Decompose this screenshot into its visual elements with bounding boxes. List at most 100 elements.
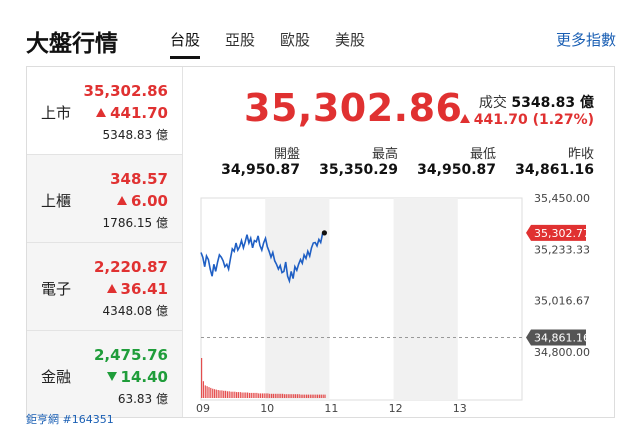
chart-band (265, 198, 330, 400)
volume-bar (283, 394, 286, 398)
volume-bar (204, 385, 206, 398)
last-price-tag: 35,302.77 (526, 224, 590, 241)
volume-bar (274, 393, 276, 398)
y-tick-label: 35,233.33 (534, 243, 590, 256)
tab-europe[interactable]: 歐股 (280, 31, 311, 49)
volume-bar (322, 394, 324, 398)
sidebar-item-otc[interactable]: 上櫃 348.57 6.00 1786.15 億 (27, 155, 182, 243)
volume-bar (291, 394, 293, 398)
stat-prevclose-label: 昨收 (567, 147, 594, 162)
volume-bar (298, 394, 300, 398)
index-value: 2,220.87 (93, 258, 168, 276)
volume-bar (315, 394, 317, 398)
intraday-chart: 35,450.00 35,233.33 35,016.67 34,800.00 09 1… (196, 192, 590, 415)
sidebar-item-electronics[interactable]: 電子 2,220.87 36.41 4348.08 億 (27, 243, 182, 331)
index-sidebar: 上市 35,302.86 441.70 5348.83 億 上櫃 348.57 … (27, 67, 183, 417)
stat-high-label: 最高 (371, 147, 398, 162)
more-indices-link[interactable]: 更多指數 (555, 31, 616, 49)
x-tick-label: 11 (324, 402, 338, 415)
y-tick-label: 35,016.67 (534, 295, 590, 308)
index-value: 35,302.86 (83, 82, 168, 100)
stat-low-label: 最低 (469, 147, 496, 162)
volume-bar (265, 393, 267, 398)
up-arrow-icon (106, 284, 117, 293)
volume-value: 5348.83 億 (511, 95, 594, 111)
price-change: 441.70 (1.27%) (459, 112, 594, 128)
volume-bar (223, 390, 225, 398)
index-change: 441.70 (96, 104, 168, 122)
volume-bar (282, 393, 284, 398)
index-volume: 5348.83 億 (102, 128, 168, 142)
sidebar-item-label: 上市 (41, 104, 72, 122)
volume-bar (294, 394, 297, 398)
volume-bar (302, 394, 304, 398)
volume-bar (250, 392, 252, 398)
stat-open-label: 開盤 (273, 147, 300, 162)
sidebar-item-twse[interactable]: 上市 35,302.86 441.70 5348.83 億 (27, 67, 182, 155)
volume-bar (285, 394, 287, 398)
y-tick-label: 34,800.00 (534, 346, 590, 359)
y-tick-label: 35,450.00 (534, 192, 590, 205)
volume-bar (313, 394, 315, 398)
last-price-label: 35,302.77 (534, 227, 590, 240)
index-value: 2,475.76 (93, 346, 168, 364)
chart-band (393, 198, 458, 400)
volume-bar (219, 390, 221, 398)
volume-bar (215, 389, 217, 398)
volume-bar (252, 392, 254, 398)
volume-bar (210, 387, 212, 398)
sidebar-item-label: 上櫃 (41, 192, 72, 210)
up-arrow-icon (459, 114, 470, 123)
volume-bar (287, 394, 289, 398)
volume-bar (241, 392, 243, 398)
volume-bar (226, 391, 228, 398)
volume-bar (258, 393, 260, 398)
volume-bar (267, 393, 269, 398)
volume-bar (247, 392, 249, 398)
sidebar-item-finance[interactable]: 金融 2,475.76 14.40 63.83 億 (27, 331, 182, 417)
index-change: 36.41 (106, 280, 168, 298)
prev-close-tag: 34,861.16 (526, 329, 590, 346)
volume-bar (201, 358, 203, 398)
volume-label: 成交 (478, 95, 507, 111)
volume-bar (232, 391, 234, 398)
volume-bar (202, 381, 204, 398)
up-arrow-icon (96, 108, 107, 117)
tab-asia[interactable]: 亞股 (225, 31, 256, 49)
volume-bar (234, 391, 236, 398)
volume-bar (230, 391, 232, 398)
tab-us[interactable]: 美股 (335, 31, 366, 49)
volume-bar (245, 392, 247, 398)
volume-bar (254, 392, 256, 398)
volume-bar (306, 394, 308, 398)
volume-bar (259, 393, 262, 398)
last-price-dot (321, 230, 327, 236)
x-tick-label: 12 (389, 402, 403, 415)
index-volume: 63.83 億 (117, 392, 168, 406)
volume-bar (206, 386, 208, 398)
tab-taiwan[interactable]: 台股 (170, 29, 201, 59)
volume-bar (239, 392, 241, 398)
market-tabs: 台股 亞股 歐股 美股 (170, 29, 390, 59)
volume-bar (318, 394, 321, 398)
index-change: 14.40 (106, 368, 168, 386)
volume-bar (276, 393, 278, 398)
prev-close-label: 34,861.16 (534, 332, 590, 345)
x-tick-label: 10 (260, 402, 274, 415)
volume-bar (221, 390, 223, 398)
index-change: 6.00 (116, 192, 168, 210)
market-panel: 上市 35,302.86 441.70 5348.83 億 上櫃 348.57 … (26, 66, 615, 418)
stat-open-value: 34,950.87 (221, 162, 300, 178)
x-tick-label: 09 (196, 402, 210, 415)
volume-bar (263, 393, 265, 398)
index-volume: 1786.15 億 (102, 216, 168, 230)
index-value: 348.57 (110, 170, 168, 188)
volume-bar (261, 393, 263, 398)
volume-bar (256, 392, 258, 398)
down-arrow-icon (106, 372, 117, 381)
volume-bar (324, 394, 326, 398)
index-volume: 4348.08 億 (102, 304, 168, 318)
volume-bar (224, 390, 227, 398)
volume-bar (280, 393, 282, 398)
volume-bar (208, 387, 210, 398)
